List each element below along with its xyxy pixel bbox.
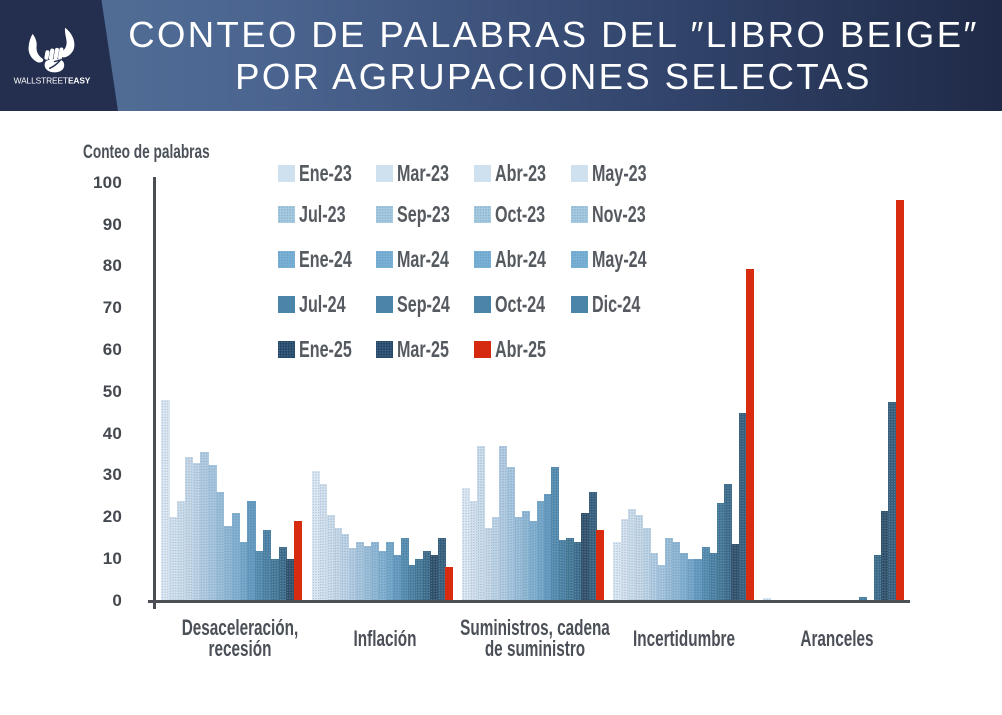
svg-text:WALLSTREETEASY: WALLSTREETEASY [14,75,91,85]
